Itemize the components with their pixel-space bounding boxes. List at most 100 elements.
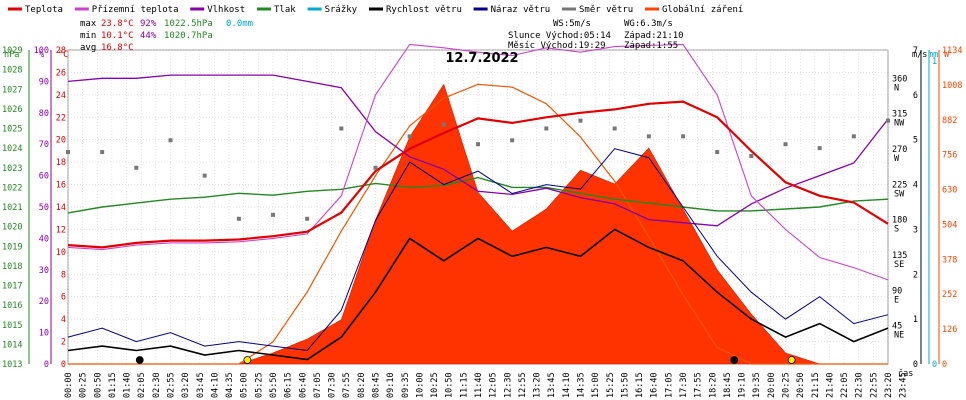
stat-max-hum: 92% — [140, 19, 157, 29]
tick-x: 20:50 — [796, 372, 806, 398]
wind-direction-point — [749, 153, 754, 158]
unit-time: čas — [898, 368, 913, 379]
wind-direction-point — [168, 138, 173, 143]
chart-title: 12.7.2022 — [445, 51, 518, 66]
tick-x: 08:45 — [372, 372, 382, 398]
wind-direction-point — [407, 134, 412, 139]
tick-wm: 1134 — [942, 46, 962, 56]
wind-direction-point — [373, 165, 378, 170]
unit-hpa: hPa — [4, 50, 19, 60]
tick-x: 22:05 — [840, 372, 850, 398]
tick-ms: 7 — [913, 46, 918, 56]
tick-wm: 504 — [942, 220, 957, 230]
tick-degc: 24 — [56, 91, 66, 101]
tick-x: 07:30 — [328, 372, 338, 398]
stat-avg-temp: 16.8°C — [101, 43, 134, 53]
legend-label: Teplota — [25, 5, 63, 15]
tick-x: 02:55 — [167, 372, 177, 398]
tick-wm: 882 — [942, 116, 957, 126]
tick-x: 15:00 — [591, 372, 601, 398]
sunrise-text: Slunce Východ:05:14 — [508, 31, 611, 41]
tick-x: 19:10 — [738, 372, 748, 398]
stat-max-press: 1022.5hPa — [164, 19, 213, 29]
tick-x: 20:25 — [782, 372, 792, 398]
tick-x: 10:50 — [445, 372, 455, 398]
tick-pct: 80 — [39, 109, 49, 119]
tick-ms: 1 — [913, 315, 918, 325]
legend-label: Přízemní teplota — [92, 5, 179, 15]
series-temperature — [67, 100, 889, 249]
tick-wm: 252 — [942, 290, 957, 300]
tick-x: 17:05 — [664, 372, 674, 398]
wind-direction-point — [236, 216, 241, 221]
tick-wm: 756 — [942, 151, 957, 161]
tick-hpa: 1017 — [2, 282, 22, 292]
wind-direction-point — [646, 134, 651, 139]
tick-dir-name: E — [894, 295, 899, 305]
tick-degc: 20 — [56, 136, 66, 146]
tick-degc: 22 — [56, 113, 66, 123]
axes-layer: 1029102810271026102510241023102210211020… — [2, 46, 962, 398]
tick-x: 05:00 — [240, 372, 250, 398]
wind-direction-point — [441, 122, 446, 127]
wind-direction-point — [271, 212, 275, 217]
unit-wm: W — [944, 50, 950, 60]
tick-hpa: 1021 — [2, 203, 22, 213]
tick-dir-deg: 315 — [892, 110, 907, 120]
stat-min-press: 1020.7hPa — [164, 31, 213, 41]
tick-degc: 0 — [61, 360, 66, 370]
tick-x: 20:00 — [767, 372, 777, 398]
wind-direction-point — [715, 150, 720, 155]
tick-degc: 6 — [61, 293, 66, 303]
series-humidity — [67, 74, 889, 227]
stat-min-hum: 44% — [140, 31, 157, 41]
tick-hpa: 1026 — [2, 105, 22, 115]
unit-pct: % — [39, 50, 44, 60]
tick-x: 22:55 — [869, 372, 879, 398]
tick-x: 05:50 — [269, 372, 279, 398]
tick-dir-deg: 90 — [892, 286, 902, 296]
tick-pct: 0 — [44, 360, 49, 370]
tick-hpa: 1028 — [2, 66, 22, 76]
tick-dir-deg: 135 — [892, 251, 907, 261]
tick-dir-name: S — [894, 225, 899, 235]
wind-direction-point — [339, 126, 344, 131]
tick-x: 00:25 — [79, 372, 89, 398]
legend-label: Tlak — [274, 5, 296, 15]
tick-x: 00:50 — [93, 372, 103, 398]
tick-wm: 126 — [942, 325, 957, 335]
tick-x: 15:25 — [606, 372, 616, 398]
wind-direction-point — [681, 134, 685, 139]
stat-avg-label: avg — [80, 43, 96, 53]
series-layer — [66, 43, 890, 364]
tick-pct: 100 — [34, 46, 49, 56]
stats-panel: max 23.8°C 92% 1022.5hPa 0.0mm min 10.1°… — [4, 19, 950, 379]
wind-direction-point — [578, 118, 583, 123]
tick-x: 21:15 — [811, 372, 821, 398]
tick-x: 04:35 — [225, 372, 235, 398]
tick-x: 12:55 — [518, 372, 528, 398]
tick-dir-name: N — [894, 83, 899, 93]
tick-hpa: 1020 — [2, 223, 22, 233]
tick-x: 10:25 — [430, 372, 440, 398]
tick-hpa: 1014 — [2, 340, 22, 350]
tick-dir-name: NW — [894, 119, 905, 129]
tick-hpa: 1022 — [2, 183, 22, 193]
tick-x: 12:30 — [503, 372, 513, 398]
tick-x: 03:45 — [196, 372, 206, 398]
tick-x: 01:40 — [123, 372, 133, 398]
legend-label: Globální záření — [662, 5, 743, 15]
tick-x: 04:10 — [210, 372, 220, 398]
tick-x: 11:15 — [459, 372, 469, 398]
tick-dir-name: W — [894, 154, 900, 164]
tick-degc: 10 — [56, 248, 66, 258]
wind-direction-point — [783, 142, 788, 147]
tick-x: 12:05 — [489, 372, 499, 398]
unit-mm: mm — [928, 50, 938, 60]
tick-hpa: 1013 — [2, 360, 22, 370]
tick-ms: 5 — [913, 136, 918, 146]
sun-moon-marker — [730, 356, 739, 364]
sun-moon-marker — [243, 356, 252, 364]
wind-direction-point — [100, 150, 105, 155]
